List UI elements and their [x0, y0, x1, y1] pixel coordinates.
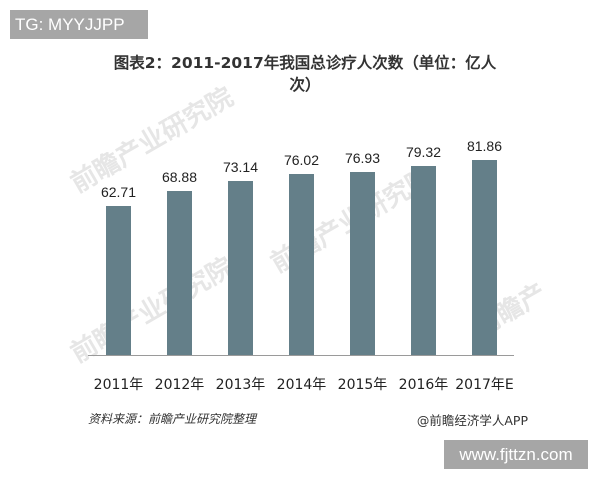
bar: [228, 181, 253, 355]
bar: [411, 166, 436, 355]
tg-badge: TG: MYYJJPP: [10, 10, 148, 39]
bar-value-label: 62.71: [100, 184, 137, 200]
bar: [350, 172, 375, 355]
x-axis-tick-label: 2011年: [93, 377, 144, 393]
x-axis-tick-label: 2013年: [215, 377, 266, 393]
bar: [167, 191, 192, 355]
x-axis-tick-label: 2012年: [154, 377, 205, 393]
bar-value-label: 76.02: [283, 152, 320, 168]
bar: [289, 174, 314, 355]
chart-title-line2: 次）: [289, 76, 321, 94]
source-note: 资料来源：前瞻产业研究院整理: [88, 412, 257, 426]
bar: [106, 206, 131, 355]
x-axis-tick-label: 2016年: [398, 377, 449, 393]
bar-value-label: 79.32: [405, 144, 442, 160]
bar-chart-plot: 62.71 68.88 73.14 76.02 76.93 79.32 81.86: [88, 120, 514, 356]
url-badge: www.fjttzn.com: [444, 440, 588, 469]
x-axis-line: [88, 355, 514, 356]
bar-value-label: 68.88: [161, 169, 198, 185]
chart-title: 图表2：2011-2017年我国总诊疗人次数（单位：亿人 次）: [100, 52, 510, 96]
chart-title-line1: 图表2：2011-2017年我国总诊疗人次数（单位：亿人: [113, 54, 497, 72]
credit-note: @前瞻经济学人APP: [416, 413, 528, 428]
bar: [472, 160, 497, 355]
x-axis-tick-label: 2015年: [337, 377, 388, 393]
x-axis-tick-label: 2014年: [276, 377, 327, 393]
bar-value-label: 73.14: [222, 159, 259, 175]
bar-value-label: 76.93: [344, 150, 381, 166]
bar-value-label: 81.86: [466, 138, 503, 154]
x-axis-tick-label: 2017年E: [455, 377, 514, 393]
